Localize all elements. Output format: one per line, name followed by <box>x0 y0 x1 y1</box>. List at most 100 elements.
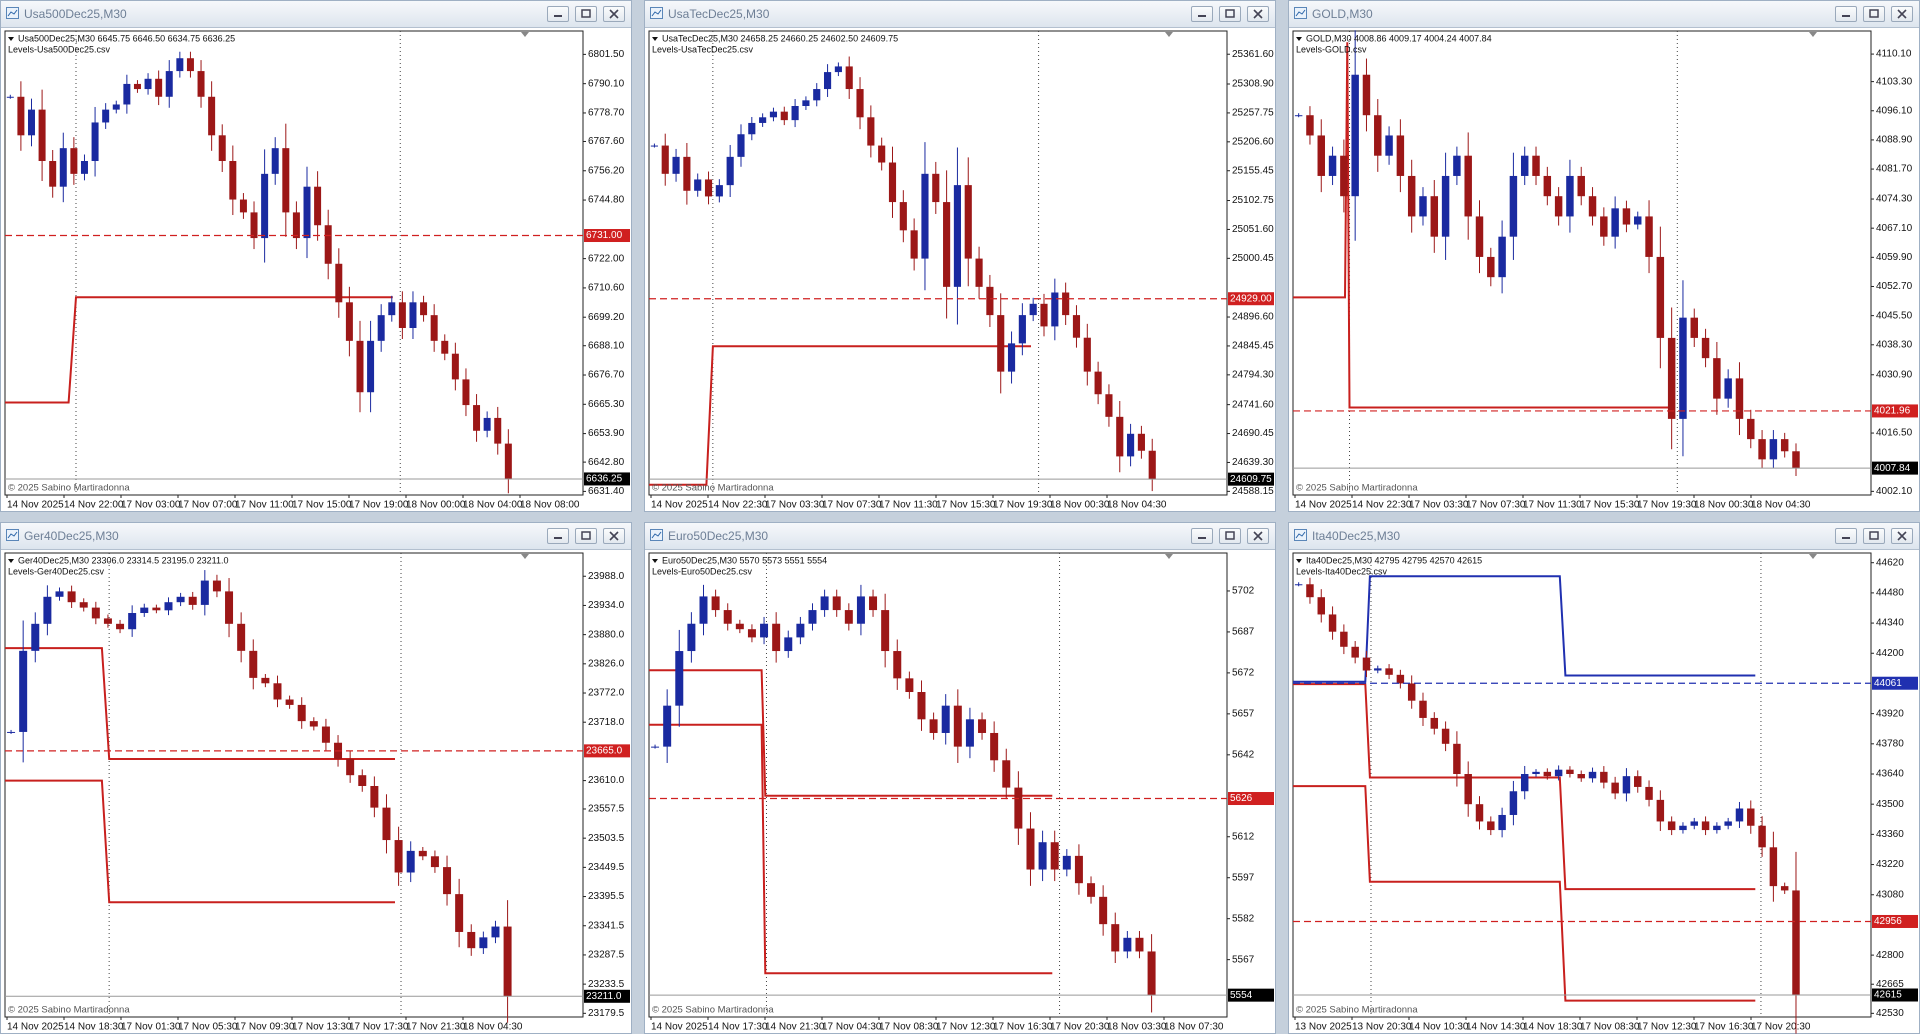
candle-body <box>1611 208 1619 237</box>
candle-body <box>1137 433 1145 451</box>
candle-body <box>663 705 672 747</box>
candle-body <box>1062 292 1070 316</box>
y-tick-label: 6665.30 <box>588 399 625 410</box>
x-tick-label: 18 Nov 08:00 <box>520 500 580 511</box>
close-button[interactable] <box>1891 528 1913 544</box>
candle-body <box>1622 208 1631 225</box>
chart-window: GOLD,M30 4110.10 4103.30 4096.10 4088.90 4081… <box>1288 0 1920 512</box>
candle-body <box>335 263 343 303</box>
y-tick-label: 6778.70 <box>588 108 625 119</box>
close-button[interactable] <box>1891 6 1913 22</box>
x-tick-label: 17 Nov 19:30 <box>993 500 1053 511</box>
minimize-button[interactable] <box>547 6 569 22</box>
candle-body <box>165 71 173 97</box>
level-price-box <box>1872 676 1918 690</box>
close-button[interactable] <box>603 528 625 544</box>
y-tick-label: 25000.45 <box>1232 253 1274 264</box>
candle-body <box>735 623 744 630</box>
candle-body <box>303 186 311 239</box>
candle-body <box>1087 883 1096 897</box>
close-button[interactable] <box>1247 6 1269 22</box>
candle-body <box>176 58 184 72</box>
y-tick-label: 24690.45 <box>1232 428 1274 439</box>
candle-body <box>462 379 470 406</box>
minimize-button[interactable] <box>1191 528 1213 544</box>
minimize-button[interactable] <box>1191 6 1213 22</box>
level-price-box <box>1872 914 1918 928</box>
y-tick-label: 4038.30 <box>1876 339 1913 350</box>
level-price-label: 6731.00 <box>586 230 623 241</box>
minimize-button[interactable] <box>1835 528 1857 544</box>
candle-body <box>388 302 396 316</box>
candle-body <box>917 692 926 720</box>
icon-glyph <box>650 528 663 541</box>
candle-body <box>694 179 702 191</box>
candle-body <box>1701 821 1710 831</box>
candle-body <box>186 58 194 72</box>
restore-button[interactable] <box>575 528 597 544</box>
candle-body <box>1566 769 1574 775</box>
candle-body <box>823 72 832 90</box>
x-tick-label: 18 Nov 04:00 <box>463 500 523 511</box>
x-tick-label: 17 Nov 03:00 <box>121 500 181 511</box>
candle-body <box>1127 433 1135 457</box>
candle-body <box>345 302 353 341</box>
candle-body <box>899 202 907 231</box>
restore-button[interactable] <box>1863 528 1885 544</box>
y-tick-label: 44200 <box>1876 648 1904 659</box>
candle-body <box>1385 668 1393 675</box>
candle-body <box>377 315 385 341</box>
candle-body <box>683 156 691 191</box>
candle-body <box>1147 951 1156 996</box>
minimize-button[interactable] <box>1835 6 1857 22</box>
candle-body <box>1656 799 1665 822</box>
candle-body <box>1407 683 1416 701</box>
minimize-button[interactable] <box>547 528 569 544</box>
candle-body <box>152 607 161 611</box>
x-tick-label: 17 Nov 05:30 <box>178 1022 238 1033</box>
candle-body <box>888 162 897 203</box>
candle-body <box>1062 855 1071 870</box>
y-tick-label: 43640 <box>1876 769 1904 780</box>
candle-body <box>249 650 258 678</box>
x-tick-label: 17 Nov 03:30 <box>1409 500 1469 511</box>
candle-body <box>1317 597 1325 615</box>
candle-body <box>1498 236 1506 278</box>
restore-button[interactable] <box>1219 6 1241 22</box>
y-tick-label: 25155.45 <box>1232 165 1274 176</box>
x-tick-label: 18 Nov 00:30 <box>1050 500 1110 511</box>
candle-body <box>17 96 25 136</box>
y-tick-label: 23503.5 <box>588 833 625 844</box>
bid-price-box <box>1228 472 1274 486</box>
candle-body <box>1328 614 1337 632</box>
restore-button[interactable] <box>1219 528 1241 544</box>
close-button[interactable] <box>1247 528 1269 544</box>
chart-area: 5702 5687 5672 5657 5642 5612 5597 5582 5567 14 N… <box>648 552 1274 1033</box>
candle-body <box>1374 668 1382 671</box>
candle-body <box>1667 821 1676 831</box>
y-tick-label: 4059.90 <box>1876 252 1913 263</box>
y-tick-label: 23341.5 <box>588 920 625 931</box>
candle-body <box>1475 216 1484 257</box>
candle-body <box>1026 828 1035 870</box>
candle-body <box>772 623 781 652</box>
candle-body <box>1792 451 1800 469</box>
candle-body <box>420 302 428 316</box>
chart-window: Ger40Dec25,M30 23988.0 23934.0 23880.0 23826… <box>0 522 632 1034</box>
candle-body <box>1566 175 1574 217</box>
candle-body <box>990 732 999 761</box>
level-price-label: 5626 <box>1230 793 1253 804</box>
candle-body <box>1543 771 1552 777</box>
restore-button[interactable] <box>1863 6 1885 22</box>
close-button[interactable] <box>603 6 625 22</box>
x-tick-label: 17 Nov 15:30 <box>936 500 996 511</box>
plot-frame <box>4 552 584 1018</box>
y-tick-label: 23988.0 <box>588 571 625 582</box>
candle-body <box>1554 196 1563 217</box>
candle-body <box>473 405 481 431</box>
candle-body <box>1679 825 1687 831</box>
candle-body <box>932 173 940 203</box>
candle-body <box>7 731 16 733</box>
restore-button[interactable] <box>575 6 597 22</box>
chart-window: Usa500Dec25,M30 6801.50 6790.10 6778.70 6767… <box>0 0 632 512</box>
